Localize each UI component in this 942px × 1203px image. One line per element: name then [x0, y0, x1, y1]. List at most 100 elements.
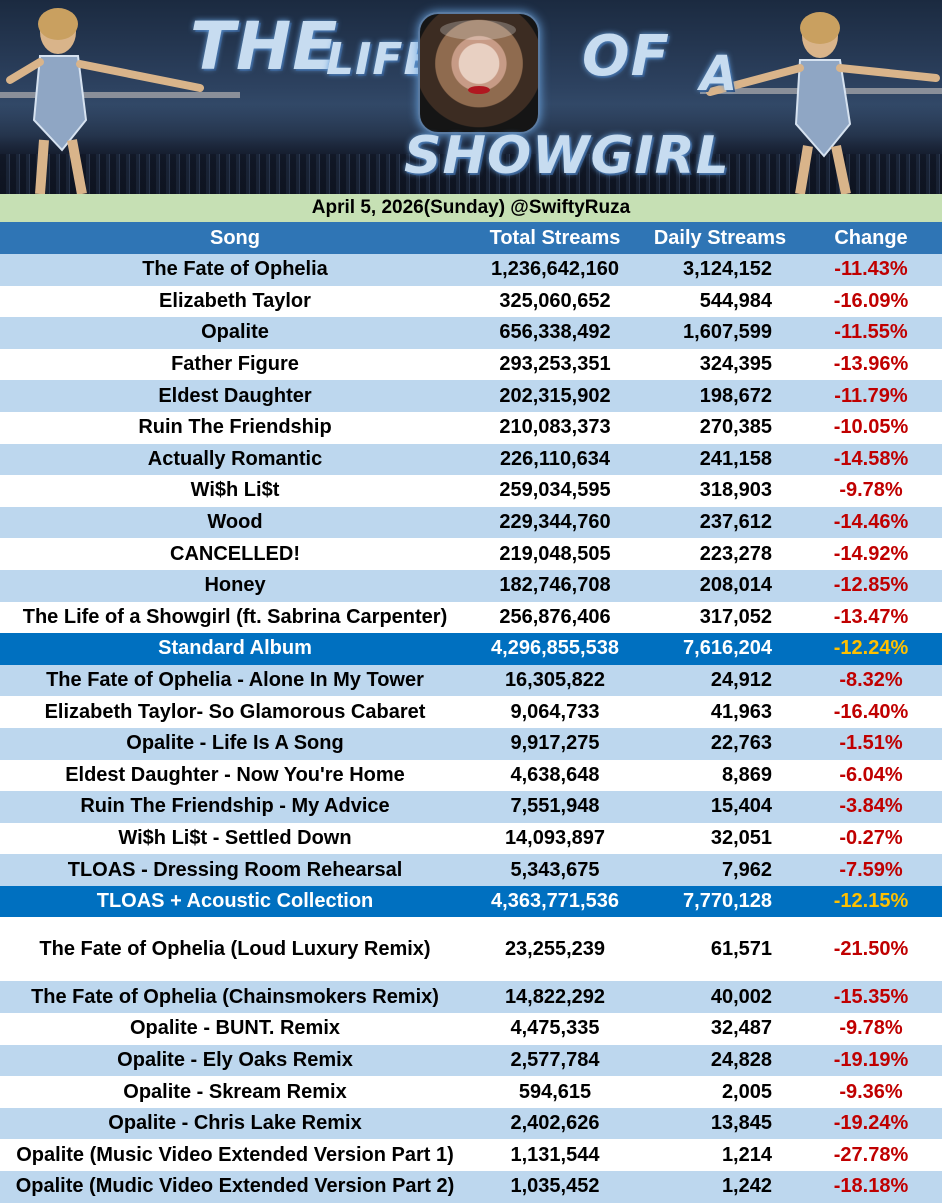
song-cell: Ruin The Friendship	[138, 416, 332, 439]
song-cell: Eldest Daughter	[158, 384, 312, 407]
total-streams-cell: 7,551,948	[510, 795, 600, 818]
change-cell: -11.43%	[834, 258, 908, 281]
change-cell: -21.50%	[833, 937, 909, 960]
daily-streams-cell: 1,214	[721, 1143, 772, 1166]
table-row: Actually Romantic 226,110,634 241,158 -14.5…	[0, 443, 942, 476]
song-cell: Wi$h Li$t	[190, 479, 280, 502]
daily-streams-cell: 15,404	[710, 795, 772, 818]
change-cell: -27.78%	[833, 1143, 909, 1166]
song-cell: Opalite - Skream Remix	[123, 1080, 347, 1103]
change-cell: -11.55%	[834, 321, 908, 344]
performer-figure-right	[700, 12, 942, 194]
streams-table: Song Total Streams Daily Streams Change …	[0, 222, 942, 1203]
song-cell: Standard Album	[158, 637, 312, 660]
table-row: The Fate of Ophelia 1,236,642,160 3,124,15…	[0, 254, 942, 286]
table-row: Standard Album 4,296,855,538 7,616,204 -12.…	[0, 633, 942, 665]
daily-streams-cell: 41,963	[710, 700, 772, 723]
song-cell: Elizabeth Taylor	[159, 289, 311, 312]
song-cell: Opalite (Mudic Video Extended Version Pa…	[15, 1175, 455, 1198]
total-streams-cell: 594,615	[518, 1080, 592, 1103]
daily-streams-cell: 208,014	[699, 574, 772, 597]
change-cell: -11.79%	[834, 384, 908, 407]
total-streams-cell: 1,131,544	[510, 1143, 600, 1166]
change-cell: -12.24%	[833, 637, 909, 660]
change-cell: -9.36%	[839, 1080, 903, 1103]
daily-streams-cell: 270,385	[699, 416, 772, 439]
daily-streams-cell: 317,052	[699, 605, 772, 628]
change-cell: -1.51%	[839, 732, 903, 755]
title-word-the: THE	[190, 8, 339, 85]
change-cell: -14.46%	[833, 511, 909, 534]
total-streams-cell: 16,305,822	[504, 669, 606, 692]
daily-streams-cell: 237,612	[699, 511, 772, 534]
daily-streams-cell: 223,278	[699, 542, 772, 565]
song-cell: Wi$h Li$t - Settled Down	[118, 826, 352, 849]
table-row: TLOAS - Dressing Room Rehearsal 5,343,675…	[0, 854, 942, 886]
table-row: Opalite - BUNT. Remix 4,475,335 32,487 -9.7…	[0, 1013, 942, 1045]
song-cell: Wood	[207, 511, 263, 534]
daily-streams-cell: 24,828	[710, 1048, 772, 1071]
total-streams-cell: 5,343,675	[510, 858, 600, 881]
change-cell: -7.59%	[839, 858, 903, 881]
song-cell: Elizabeth Taylor- So Glamorous Cabaret	[44, 700, 426, 723]
title-word-of: OF	[582, 24, 670, 89]
table-row: Opalite - Chris Lake Remix 2,402,626 13,84…	[0, 1107, 942, 1140]
total-streams-cell: 226,110,634	[499, 447, 611, 470]
change-cell: -9.78%	[839, 479, 903, 502]
daily-streams-cell: 198,672	[699, 384, 772, 407]
table-row: Wi$h Li$t 259,034,595 318,903 -9.78%	[0, 475, 942, 507]
change-cell: -18.18%	[833, 1175, 909, 1198]
header-song: Song	[210, 226, 260, 249]
table-row: CANCELLED! 219,048,505 223,278 -14.92%	[0, 538, 942, 570]
song-cell: TLOAS - Dressing Room Rehearsal	[67, 858, 403, 881]
daily-streams-cell: 544,984	[699, 289, 772, 312]
change-cell: -3.84%	[839, 795, 903, 818]
table-row: Eldest Daughter - Now You're Home 4,638,6…	[0, 759, 942, 792]
table-row: Ruin The Friendship - My Advice 7,551,948…	[0, 791, 942, 823]
song-cell: The Fate of Ophelia (Loud Luxury Remix)	[39, 937, 431, 960]
total-streams-cell: 9,064,733	[510, 700, 600, 723]
song-cell: The Fate of Ophelia - Alone In My Tower	[46, 669, 424, 692]
song-cell: Opalite (Music Video Extended Version Pa…	[16, 1143, 454, 1166]
table-row: Opalite (Mudic Video Extended Version Pa…	[0, 1171, 942, 1203]
total-streams-cell: 2,577,784	[510, 1048, 600, 1071]
title-word-a: A	[700, 46, 739, 102]
total-streams-cell: 4,296,855,538	[491, 637, 619, 660]
total-streams-cell: 23,255,239	[504, 937, 606, 960]
song-cell: Opalite - Life Is A Song	[126, 732, 344, 755]
daily-streams-cell: 324,395	[699, 353, 772, 376]
total-streams-cell: 14,093,897	[504, 826, 606, 849]
change-cell: -8.32%	[839, 669, 903, 692]
total-streams-cell: 256,876,406	[499, 605, 611, 628]
table-row: Opalite - Skream Remix 594,615 2,005 -9.36%	[0, 1076, 942, 1108]
daily-streams-cell: 318,903	[699, 479, 772, 502]
daily-streams-cell: 2,005	[721, 1080, 772, 1103]
song-cell: CANCELLED!	[170, 542, 300, 565]
song-cell: Father Figure	[171, 353, 299, 376]
daily-streams-cell: 24,912	[710, 669, 772, 692]
total-streams-cell: 9,917,275	[510, 732, 600, 755]
song-cell: TLOAS + Acoustic Collection	[96, 890, 374, 913]
table-header-row: Song Total Streams Daily Streams Change	[0, 222, 942, 254]
song-cell: Opalite - Chris Lake Remix	[108, 1112, 362, 1135]
total-streams-cell: 293,253,351	[499, 353, 611, 376]
daily-streams-cell: 241,158	[699, 447, 772, 470]
change-cell: -6.04%	[839, 763, 903, 786]
table-row: TLOAS + Acoustic Collection 4,363,771,536…	[0, 885, 942, 918]
total-streams-cell: 182,746,708	[499, 574, 611, 597]
table-row: Opalite 656,338,492 1,607,599 -11.55%	[0, 317, 942, 349]
total-streams-cell: 4,475,335	[510, 1017, 600, 1040]
song-cell: Opalite - BUNT. Remix	[129, 1017, 341, 1040]
song-cell: Actually Romantic	[147, 447, 323, 470]
table-row: The Fate of Ophelia (Chainsmokers Remix)…	[0, 981, 942, 1014]
change-cell: -9.78%	[839, 1017, 903, 1040]
song-cell: The Fate of Ophelia	[142, 258, 328, 281]
table-row: Elizabeth Taylor- So Glamorous Cabaret 9,…	[0, 696, 942, 728]
song-cell: The Fate of Ophelia (Chainsmokers Remix)	[31, 985, 439, 1008]
table-row: Opalite (Music Video Extended Version Pa…	[0, 1139, 942, 1172]
change-cell: -13.96%	[833, 353, 909, 376]
total-streams-cell: 210,083,373	[499, 416, 611, 439]
daily-streams-cell: 3,124,152	[683, 258, 772, 281]
daily-streams-cell: 7,962	[721, 858, 772, 881]
daily-streams-cell: 32,051	[710, 826, 772, 849]
